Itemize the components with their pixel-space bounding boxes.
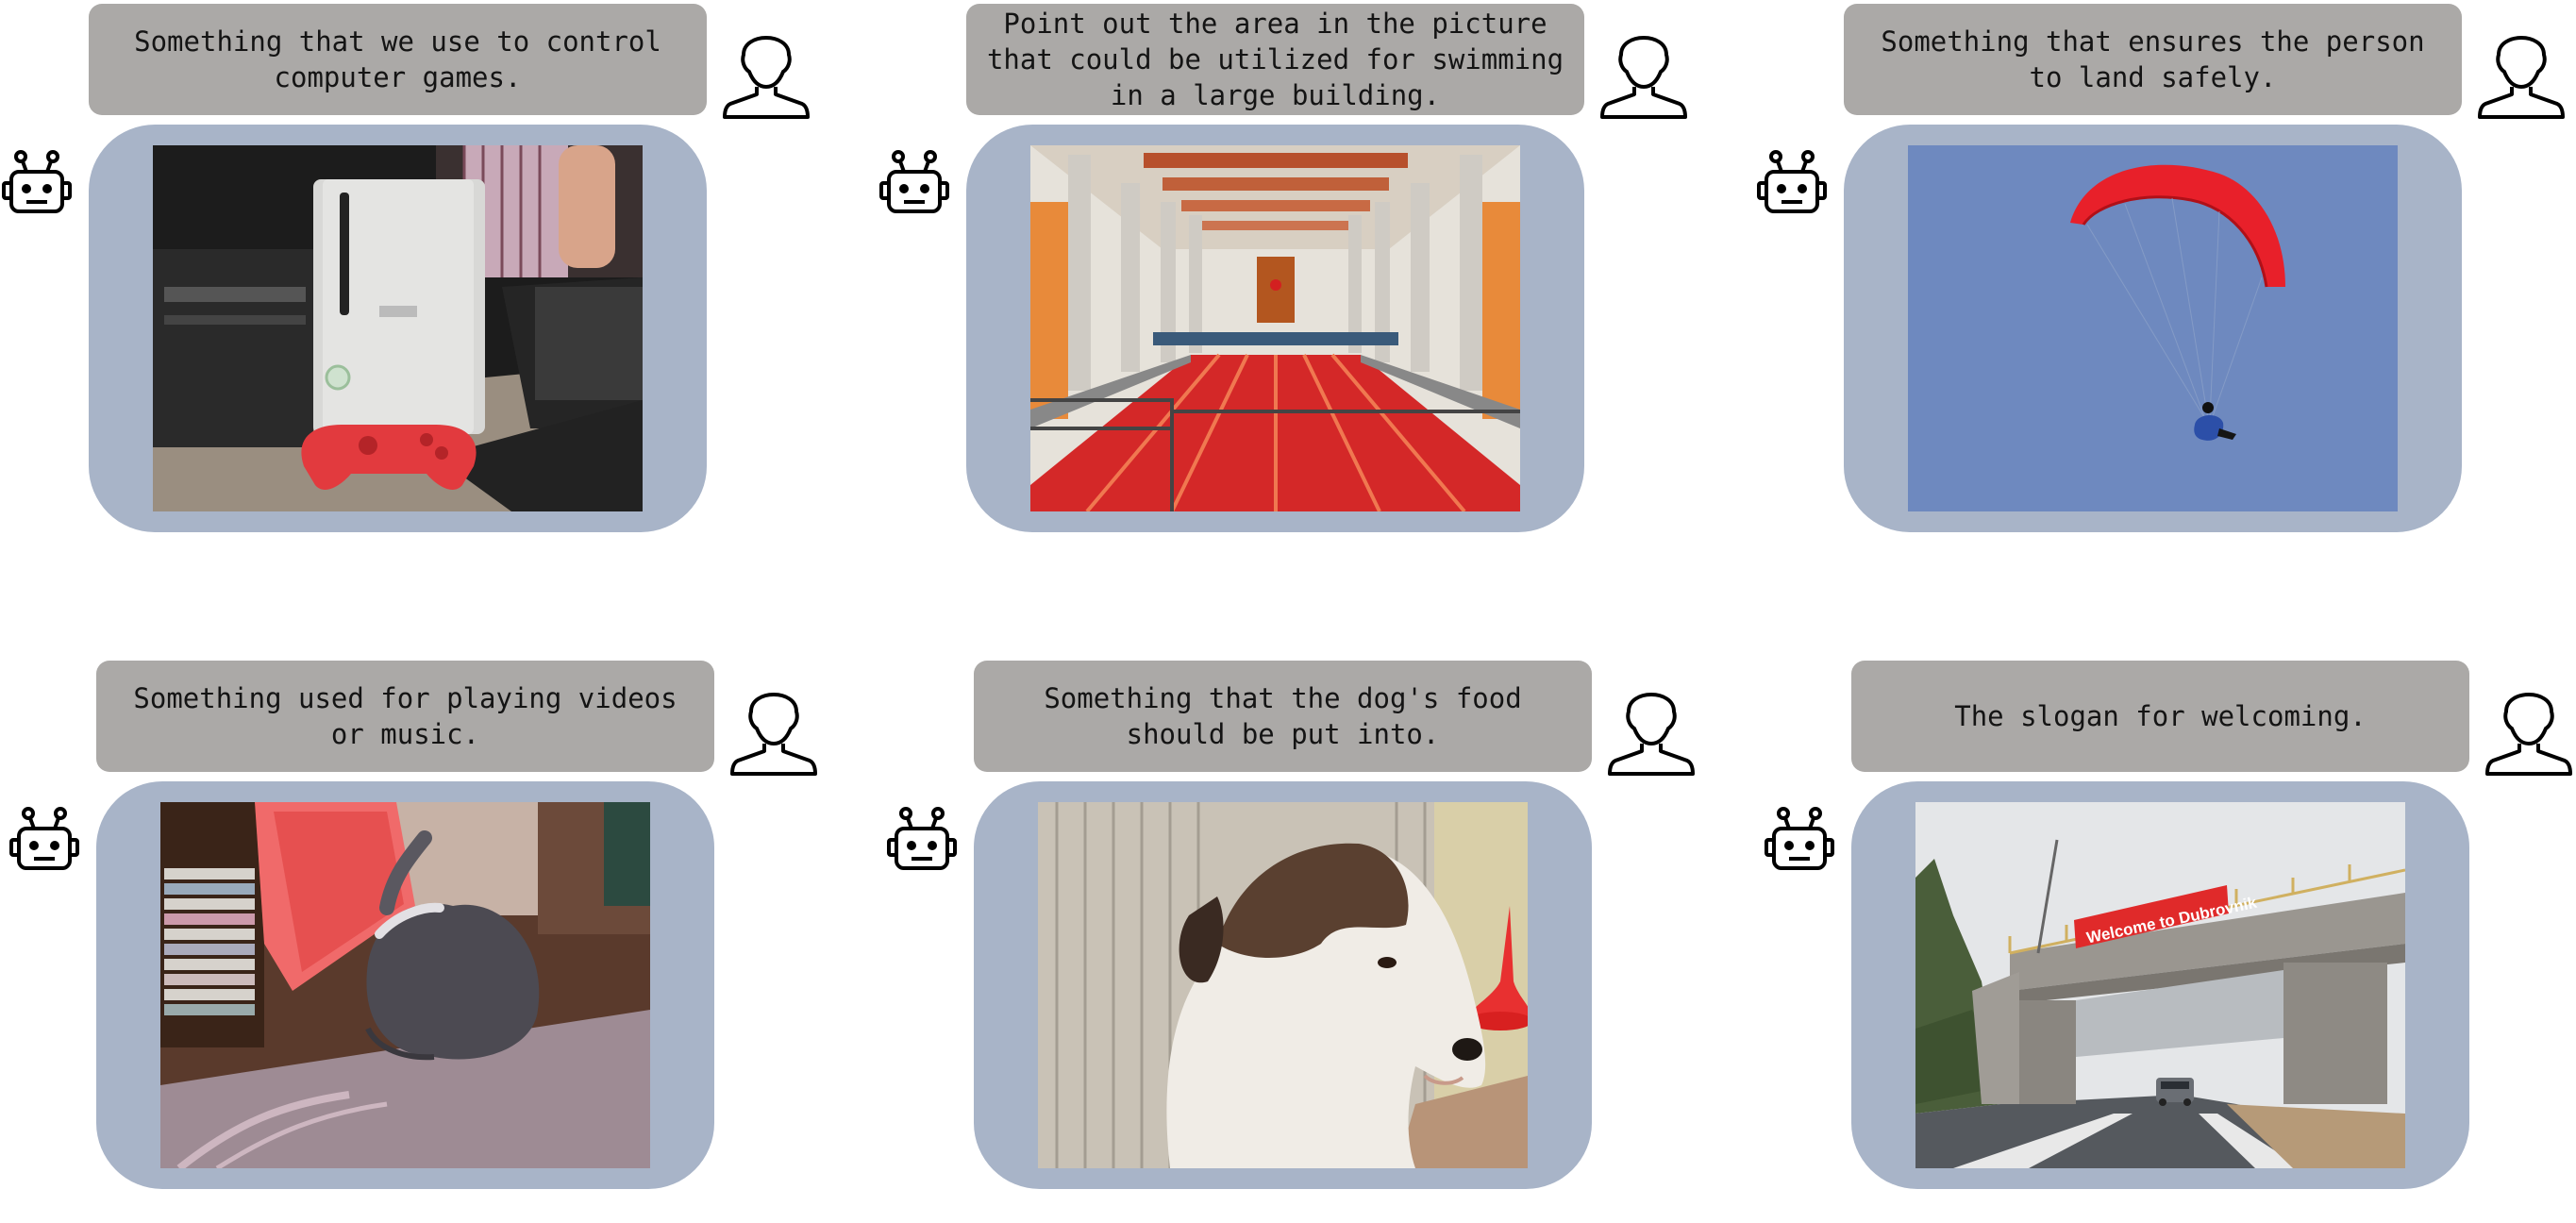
robot-icon (879, 150, 949, 213)
example-6: The slogan for welcoming. (1763, 657, 2576, 1223)
robot-icon (1757, 150, 1827, 213)
query-bubble: Something that ensures the person to lan… (1844, 4, 2462, 115)
user-icon (730, 692, 817, 776)
query-bubble: Something used for playing videos or mus… (96, 661, 714, 772)
response-panel (966, 125, 1584, 532)
user-icon (723, 35, 810, 119)
response-photo (1908, 145, 2398, 511)
query-text: Something that we use to control compute… (134, 25, 661, 93)
response-panel: Welcome to Dubrovnik (1851, 781, 2469, 1189)
response-panel (89, 125, 707, 532)
example-4: Something used for playing videos or mus… (8, 657, 857, 1223)
response-photo (160, 802, 650, 1168)
query-text: The slogan for welcoming. (1954, 700, 2367, 732)
robot-icon (1765, 807, 1834, 870)
example-1: Something that we use to control compute… (0, 0, 849, 566)
response-photo (1030, 145, 1520, 511)
response-panel (1844, 125, 2462, 532)
query-text: Something that the dog's food should be … (1044, 682, 1522, 750)
response-photo (1038, 802, 1528, 1168)
query-text: Something that ensures the person to lan… (1881, 25, 2425, 93)
query-bubble: Something that the dog's food should be … (974, 661, 1592, 772)
response-photo: Welcome to Dubrovnik (1915, 802, 2405, 1168)
user-icon (2478, 35, 2565, 119)
user-icon (2485, 692, 2572, 776)
robot-icon (887, 807, 957, 870)
example-3: Something that ensures the person to lan… (1755, 0, 2576, 566)
response-panel (96, 781, 714, 1189)
query-bubble: The slogan for welcoming. (1851, 661, 2469, 772)
user-icon (1600, 35, 1687, 119)
response-photo (153, 145, 643, 511)
user-icon (1608, 692, 1695, 776)
robot-icon (2, 150, 72, 213)
query-bubble: Something that we use to control compute… (89, 4, 707, 115)
query-text: Something used for playing videos or mus… (133, 682, 677, 750)
example-5: Something that the dog's food should be … (885, 657, 1734, 1223)
query-bubble: Point out the area in the picture that c… (966, 4, 1584, 115)
query-text: Point out the area in the picture that c… (986, 8, 1564, 111)
response-panel (974, 781, 1592, 1189)
example-2: Point out the area in the picture that c… (878, 0, 1727, 566)
robot-icon (9, 807, 79, 870)
